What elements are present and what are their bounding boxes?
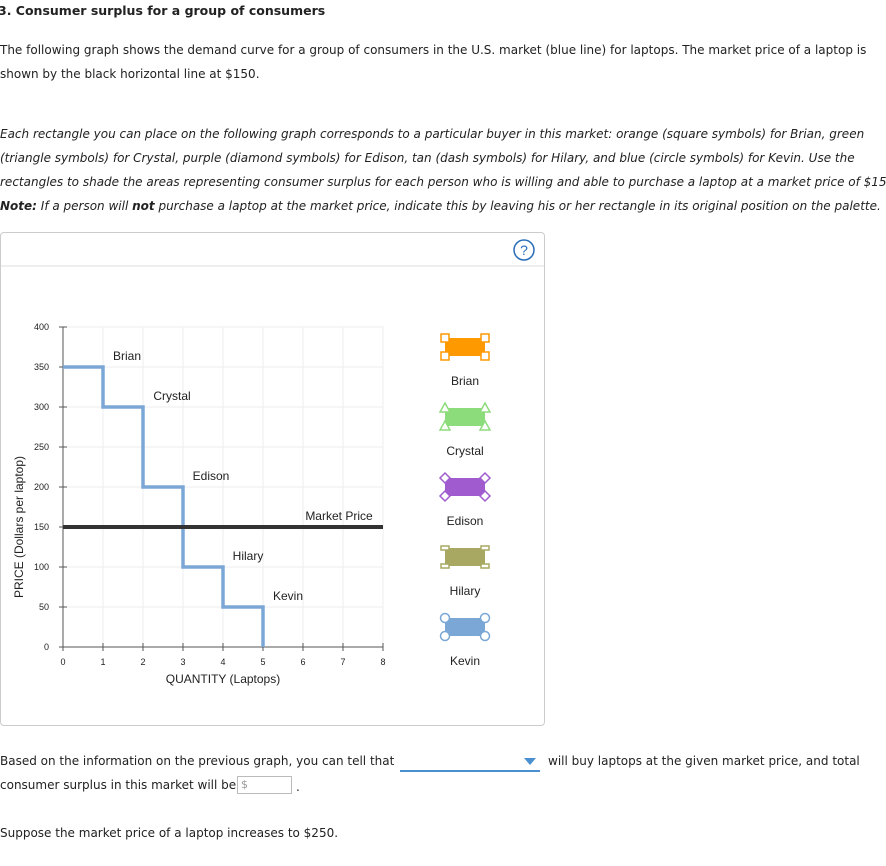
palette-handle xyxy=(440,563,450,569)
palette-handle xyxy=(480,351,490,361)
note-label: Note: xyxy=(0,199,37,213)
palette-rectangle xyxy=(445,478,485,496)
palette-handle xyxy=(438,401,452,413)
help-button[interactable] xyxy=(513,239,535,261)
y-tick-label: 150 xyxy=(34,522,49,532)
palette-handle xyxy=(438,489,452,503)
palette-label: Hilary xyxy=(450,584,481,598)
annotation: Kevin xyxy=(273,589,303,603)
y-tick-label: 250 xyxy=(34,442,49,452)
x-tick-label: 8 xyxy=(380,657,385,667)
x-axis-label: QUANTITY (Laptops) xyxy=(166,672,280,686)
palette-handle xyxy=(480,563,490,569)
series-line xyxy=(63,365,265,647)
palette-handle xyxy=(439,612,451,624)
x-tick-label: 2 xyxy=(140,657,145,667)
palette-label: Kevin xyxy=(450,654,480,668)
y-axis-label: PRICE (Dollars per laptop) xyxy=(12,456,26,598)
x-tick-label: 7 xyxy=(340,657,345,667)
palette-handle xyxy=(480,333,490,343)
followup-text: Suppose the market price of a laptop inc… xyxy=(0,826,339,840)
palette-rectangle xyxy=(445,338,485,356)
palette-handle xyxy=(478,401,492,413)
annotation: Edison xyxy=(193,469,230,483)
palette-rectangle xyxy=(445,548,485,566)
x-tick-label: 6 xyxy=(300,657,305,667)
palette-handle xyxy=(438,419,452,431)
palette-handle xyxy=(478,489,492,503)
answer-input[interactable]: $ xyxy=(237,776,292,794)
annotation: Hilary xyxy=(233,549,264,563)
palette-label: Brian xyxy=(451,374,479,388)
instruction-text: Each rectangle you can place on the foll… xyxy=(0,127,886,189)
chart: ? 0 50 100 150 200 250 300 350 400 0 1 2 3 4 5 6 7 8 QUANT… xyxy=(1,239,544,686)
palette-label: Crystal xyxy=(446,444,483,458)
x-tick-label: 5 xyxy=(260,657,265,667)
palette-label: Edison xyxy=(447,514,484,528)
palette-handle xyxy=(440,351,450,361)
palette-handle xyxy=(440,545,450,551)
annotation: Crystal xyxy=(153,389,190,403)
question-text: Based on the information on the previous… xyxy=(0,754,395,768)
y-tick-label: 50 xyxy=(39,602,49,612)
y-tick-label: 400 xyxy=(34,322,49,332)
palette-handle xyxy=(440,333,450,343)
y-tick-label: 350 xyxy=(34,362,49,372)
answer-dropdown[interactable] xyxy=(400,752,540,772)
note-text: If a person will xyxy=(36,199,133,213)
y-tick-label: 300 xyxy=(34,402,49,412)
question-text: . xyxy=(296,780,300,794)
note-emphasis: not xyxy=(132,199,155,213)
instructions: Each rectangle you can place on the foll… xyxy=(0,122,886,218)
y-tick-label: 100 xyxy=(34,562,49,572)
palette-handle xyxy=(478,471,492,485)
y-tick-label: 200 xyxy=(34,482,49,492)
note-text: purchase a laptop at the market price, i… xyxy=(154,199,881,213)
palette-handle xyxy=(479,612,491,624)
palette-handle xyxy=(438,471,452,485)
question-text: consumer surplus in this market will be xyxy=(0,778,237,792)
x-tick-label: 1 xyxy=(100,657,105,667)
x-tick-label: 0 xyxy=(60,657,65,667)
palette-handle xyxy=(480,545,490,551)
y-tick-label: 0 xyxy=(44,642,49,652)
palette-rectangle xyxy=(445,618,485,636)
intro-text: The following graph shows the demand cur… xyxy=(0,43,867,81)
question-title: 3. Consumer surplus for a group of consu… xyxy=(0,3,326,18)
palette-handle xyxy=(478,419,492,431)
annotation: Brian xyxy=(113,349,141,363)
help-icon[interactable]: ? xyxy=(520,242,528,258)
x-tick-label: 4 xyxy=(220,657,225,667)
graph-panel: ? 0 50 100 150 200 250 300 350 400 0 1 2 3 4 5 6 7 8 QUANT… xyxy=(0,232,545,726)
series-label: Market Price xyxy=(305,509,373,523)
x-tick-label: 3 xyxy=(180,657,185,667)
palette-handle xyxy=(439,630,451,642)
question-text: will buy laptops at the given market pri… xyxy=(548,754,860,768)
palette-handle xyxy=(479,630,491,642)
palette-rectangle xyxy=(445,408,485,426)
